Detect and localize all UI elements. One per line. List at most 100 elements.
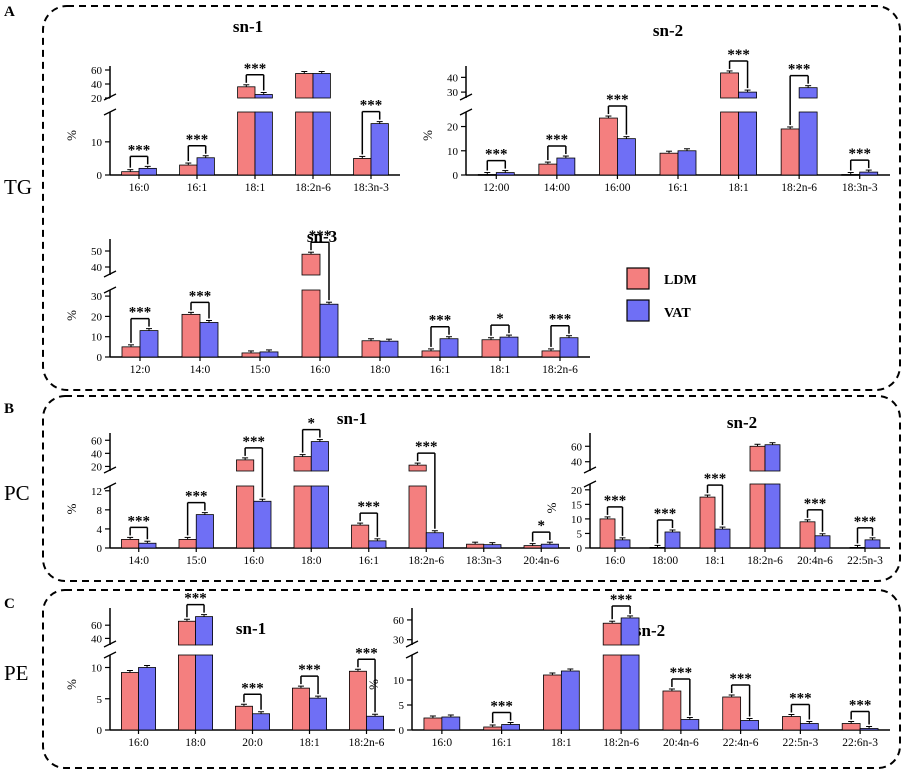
bar-vat	[254, 111, 273, 176]
bar-ldm	[295, 111, 314, 176]
bar-ldm	[177, 654, 196, 731]
y-tick-label-lower: 20	[571, 485, 583, 497]
bar-ldm	[237, 111, 256, 176]
bar-vat	[740, 720, 759, 731]
y-tick-label-upper: 40	[447, 72, 459, 84]
legend-label-vat: VAT	[664, 306, 691, 321]
significance-label: ***	[358, 499, 381, 515]
significance-label: ***	[704, 471, 727, 487]
bar-ldm	[538, 163, 558, 176]
bar-ldm	[291, 687, 310, 731]
bar-ldm-upper	[749, 445, 766, 472]
significance-label: ***	[355, 645, 378, 661]
bar-vat	[799, 723, 819, 731]
x-tick-label: 18:0	[185, 737, 206, 749]
x-tick-label: 18:1	[299, 737, 320, 749]
bar-ldm	[483, 726, 503, 731]
bar-vat	[859, 171, 879, 176]
bar-vat-upper	[620, 617, 640, 646]
significance-label: ***	[128, 142, 151, 158]
bar-ldm-upper	[177, 620, 196, 646]
y-tick-label-lower: 0	[97, 352, 103, 364]
y-tick-label-lower: 10	[91, 137, 103, 149]
chart-title: sn-3	[307, 227, 337, 246]
axis-break-mark	[103, 270, 117, 278]
bar-ldm	[543, 674, 562, 731]
bar-vat	[617, 138, 636, 176]
bar-ldm	[782, 716, 801, 731]
significance-label: *	[496, 311, 504, 327]
axis-break-mark	[583, 480, 597, 488]
legend-swatch-ldm	[626, 267, 650, 290]
y-tick-label-lower: 0	[577, 543, 583, 555]
panel-letter-b: B	[4, 401, 14, 417]
x-tick-label: 14:0	[129, 555, 150, 567]
bar-vat	[501, 724, 520, 731]
x-tick-label: 22:5n-3	[847, 555, 883, 567]
x-tick-label: 18:3n-3	[466, 555, 502, 567]
bar-vat	[138, 667, 157, 731]
chart-title: sn-1	[236, 619, 266, 638]
bar-ldm	[181, 313, 201, 358]
bar-vat	[379, 340, 399, 358]
x-tick-label: 18:0	[370, 364, 391, 376]
significance-label: ***	[490, 699, 513, 715]
x-tick-label: 18:3n-3	[842, 182, 878, 194]
bar-vat-upper	[310, 441, 329, 472]
bar-vat	[738, 111, 757, 176]
axis-break-mark	[583, 466, 597, 474]
bar-vat	[560, 670, 580, 731]
bar-vat	[620, 654, 640, 731]
y-tick-label-lower: 30	[91, 291, 103, 303]
bar-ldm	[351, 524, 370, 549]
bar-ldm	[179, 164, 198, 176]
bar-vat	[664, 531, 681, 549]
bar-ldm	[662, 690, 682, 731]
axis-break-mark	[405, 651, 419, 659]
significance-label: ***	[654, 506, 677, 522]
bar-ldm-upper	[408, 464, 427, 472]
y-tick-label-upper: 40	[91, 262, 103, 274]
significance-label: ***	[184, 591, 207, 607]
significance-label: ***	[128, 513, 151, 529]
x-tick-label: 18:1	[551, 737, 572, 749]
x-tick-label: 22:6n-3	[842, 737, 878, 749]
y-tick-label-upper: 40	[91, 79, 103, 91]
bar-vat	[139, 330, 159, 358]
x-tick-label: 20:4n-6	[797, 555, 833, 567]
bar-vat	[483, 544, 502, 549]
x-tick-label: 16:00	[604, 182, 630, 194]
bar-vat	[196, 157, 215, 176]
significance-label: ***	[727, 47, 750, 63]
bar-ldm	[780, 128, 800, 176]
bar-vat	[677, 150, 697, 176]
bar-vat	[252, 713, 271, 731]
significance-label: ***	[549, 312, 572, 328]
y-tick-label-upper: 50	[91, 246, 103, 258]
x-tick-label: 18:1	[245, 182, 266, 194]
y-tick-label-lower: 5	[577, 528, 583, 540]
axis-break-mark	[103, 108, 117, 116]
bar-ldm	[466, 543, 485, 549]
x-tick-label: 12:0	[130, 364, 151, 376]
bar-vat	[559, 337, 579, 358]
bar-ldm-upper	[236, 459, 255, 472]
bar-vat	[798, 111, 818, 176]
x-tick-label: 18:1	[490, 364, 511, 376]
y-tick-label-lower: 0	[453, 170, 459, 182]
x-tick-label: 18:2n-6	[781, 182, 817, 194]
bar-vat	[319, 303, 339, 358]
y-axis-label: %	[366, 679, 381, 690]
x-tick-label: 16:0	[128, 737, 149, 749]
bar-ldm	[599, 518, 616, 549]
axis-break-mark	[103, 640, 117, 648]
significance-label: ***	[849, 698, 872, 714]
significance-label: ***	[415, 439, 438, 455]
bar-vat	[138, 167, 157, 176]
y-tick-label-upper: 60	[91, 65, 103, 77]
group-box-pe	[42, 589, 901, 769]
bar-vat	[556, 157, 576, 176]
y-tick-label-lower: 10	[91, 332, 103, 344]
